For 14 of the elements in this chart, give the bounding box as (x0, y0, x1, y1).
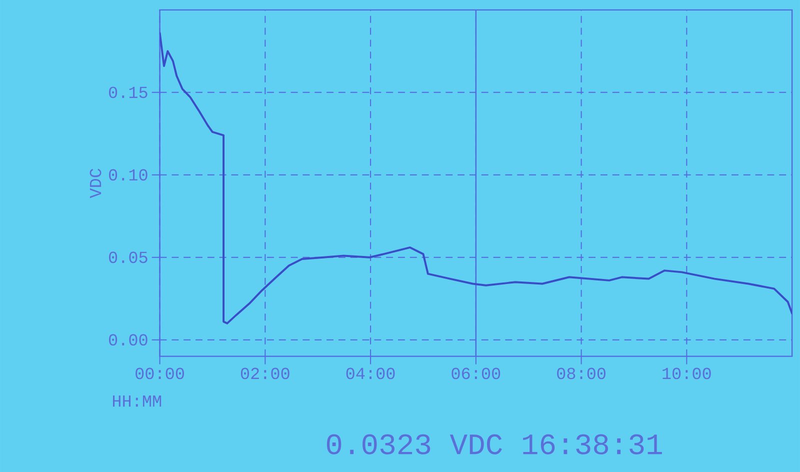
y-axis-title: VDC (90, 168, 102, 198)
x-tick-label: 02:00 (240, 368, 290, 379)
y-tick-label: 0.15 (109, 86, 148, 98)
x-tick-label: 00:00 (136, 368, 184, 379)
x-tick-label: 06:00 (452, 368, 500, 379)
y-tick-label: 0.05 (109, 251, 148, 263)
x-axis-title: HH:MM (113, 395, 162, 406)
x-tick-label: 04:00 (346, 368, 395, 379)
y-tick-label: 0.10 (109, 168, 148, 180)
line-series (160, 32, 792, 324)
x-tick-label: 08:00 (557, 368, 606, 379)
x-tick-label: 10:00 (662, 368, 711, 379)
text: 0.0323 VDC 16:38:31 (326, 434, 662, 454)
y-tick-label: 0.00 (109, 334, 148, 346)
